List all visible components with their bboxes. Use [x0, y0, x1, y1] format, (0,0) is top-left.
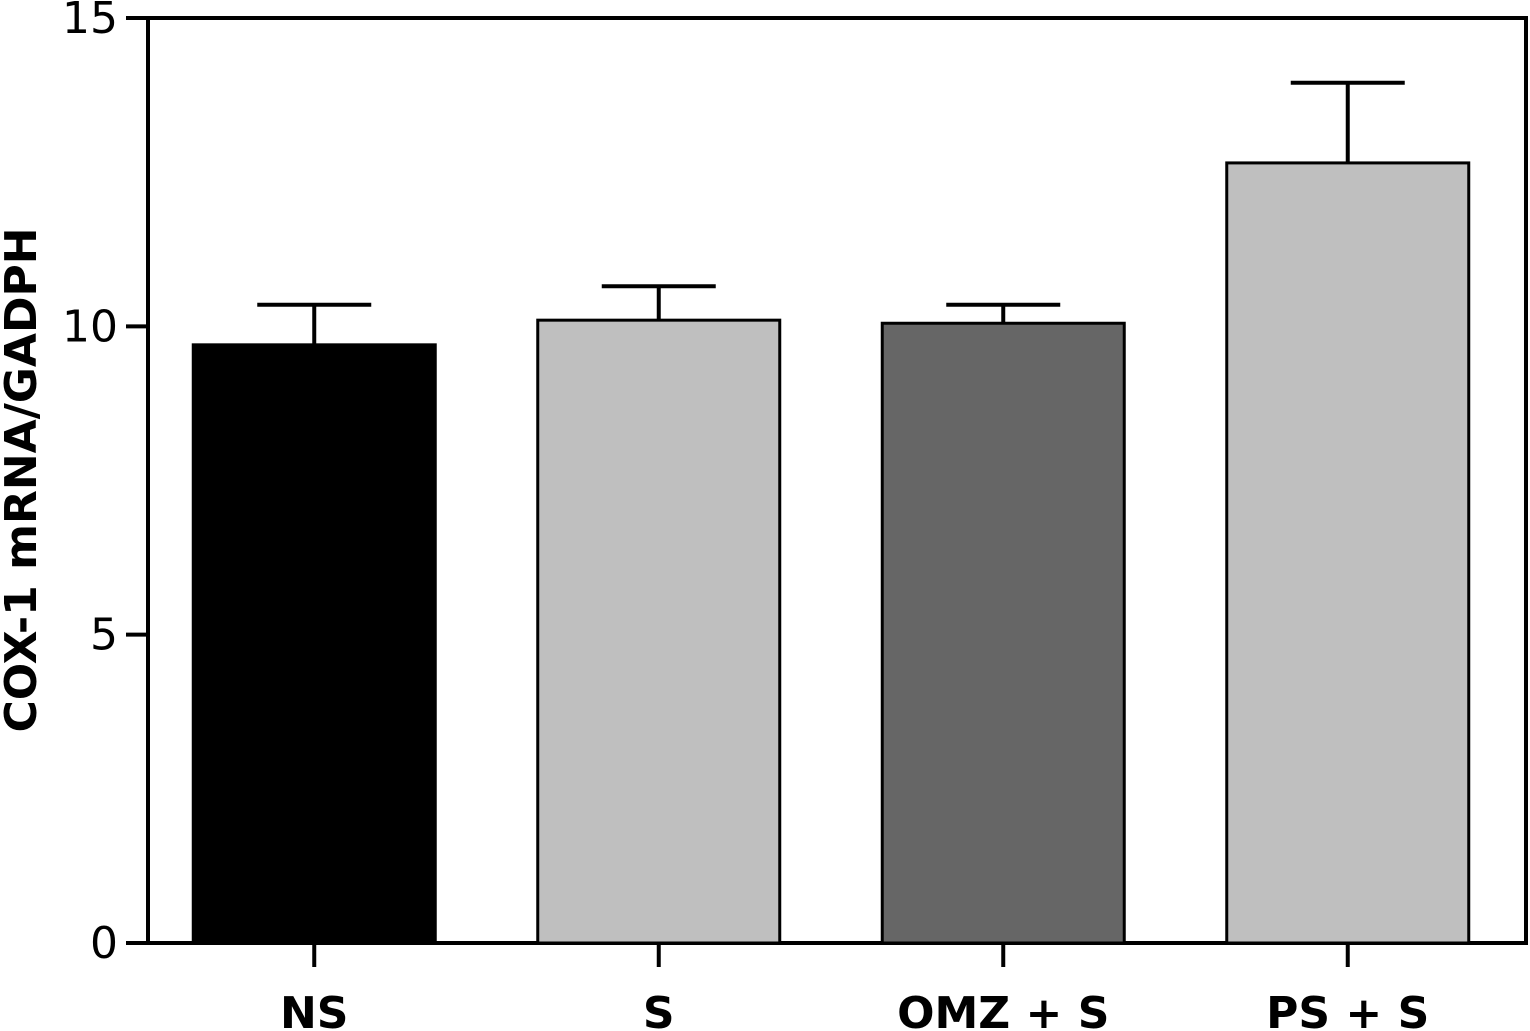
bar-1 [191, 343, 437, 945]
bars-group [191, 161, 1471, 945]
y-axis-title: COX-1 mRNA/GADPH [0, 227, 47, 732]
bar-3 [880, 321, 1126, 945]
x-axis-ticks: NS S OMZ + S PS + S [280, 943, 1429, 1031]
plot-frame [146, 16, 1528, 945]
y-tick-label: 0 [90, 918, 118, 969]
x-tick-label: S [643, 988, 675, 1031]
y-tick-label: 5 [90, 610, 118, 661]
x-tick-label: PS + S [1266, 988, 1429, 1031]
y-axis-ticks: 0 5 10 15 [62, 0, 148, 969]
error-bars-group [257, 80, 1405, 345]
x-tick-label: OMZ + S [897, 988, 1109, 1031]
x-tick-label: NS [280, 988, 349, 1031]
bar-4 [1225, 161, 1471, 945]
y-tick-label: 15 [62, 0, 118, 44]
y-tick-label: 10 [62, 301, 118, 352]
bar-2 [536, 318, 782, 945]
